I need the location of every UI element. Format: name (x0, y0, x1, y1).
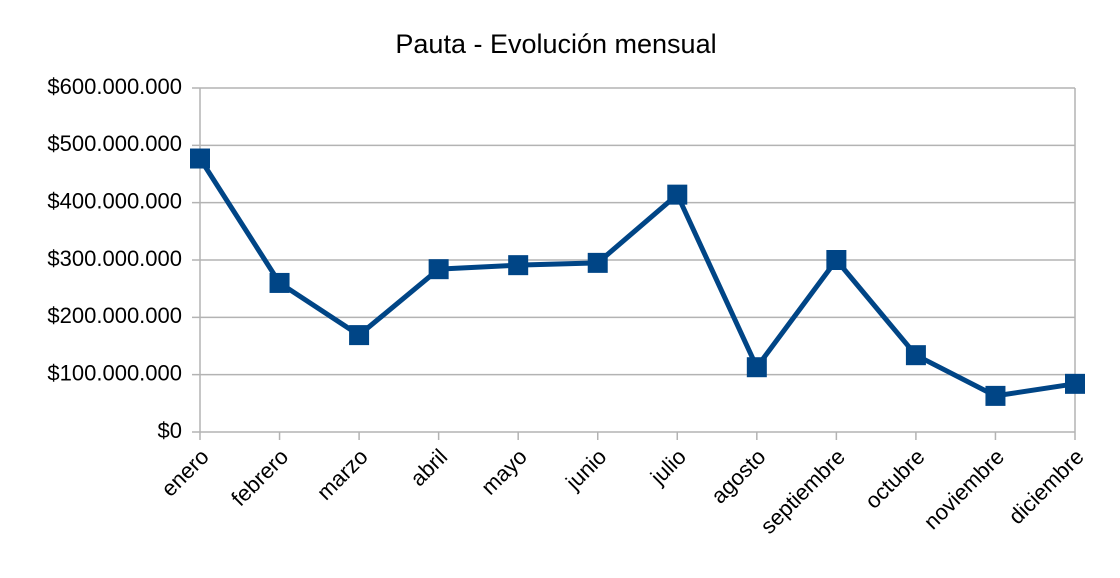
x-tick-label: julio (645, 444, 691, 490)
marker (746, 357, 767, 378)
marker (826, 250, 847, 270)
marker (508, 255, 529, 276)
marker (190, 148, 210, 169)
x-tick-label: abril (405, 444, 452, 491)
marker (667, 184, 688, 205)
marker (269, 272, 290, 293)
x-tick-label: enero (156, 444, 213, 501)
x-tick-label: mayo (476, 444, 532, 500)
x-tick-label: junio (560, 444, 611, 495)
chart-title: Pauta - Evolución mensual (395, 29, 716, 59)
marker (905, 345, 926, 366)
y-tick-label: $0 (158, 418, 182, 443)
x-tick-label: agosto (706, 444, 770, 508)
y-tick-label: $300.000.000 (47, 246, 182, 271)
y-tick-label: $500.000.000 (47, 131, 182, 156)
marker (587, 252, 608, 273)
marker (428, 259, 449, 280)
x-tick-label: diciembre (1004, 444, 1089, 529)
marker (349, 325, 370, 346)
x-tick-label: marzo (312, 444, 373, 505)
marker (985, 385, 1006, 406)
series-line (197, 157, 1076, 399)
y-tick-label: $600.000.000 (47, 74, 182, 99)
marker (1065, 373, 1085, 394)
x-tick-label: febrero (226, 444, 293, 511)
y-tick-label: $400.000.000 (47, 188, 182, 213)
x-tick-label: octubre (860, 444, 930, 514)
x-tick-label: septiembre (755, 444, 850, 539)
y-tick-label: $200.000.000 (47, 303, 182, 328)
y-tick-label: $100.000.000 (47, 360, 182, 385)
x-tick-label: noviembre (919, 444, 1009, 534)
